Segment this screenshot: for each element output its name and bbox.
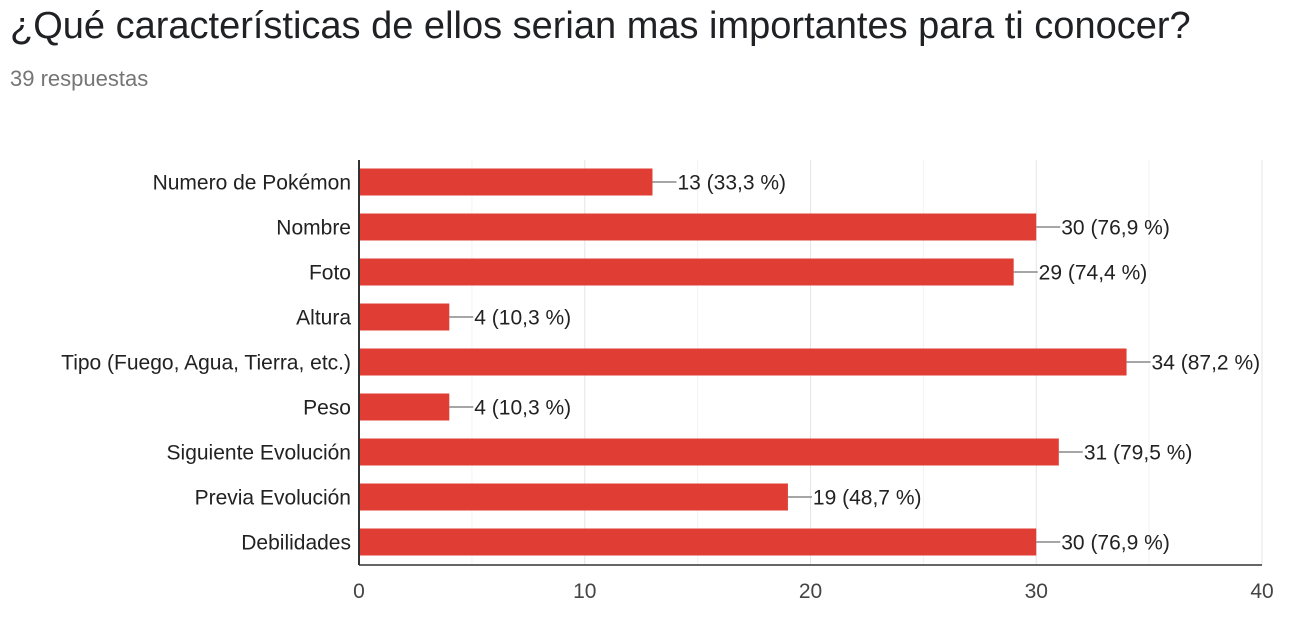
bar bbox=[359, 393, 450, 421]
axes: 0 10 20 30 40 bbox=[353, 160, 1274, 603]
value-label: 29 (74,4 %) bbox=[1039, 262, 1148, 285]
x-tick-label: 10 bbox=[573, 580, 596, 603]
category-label: Numero de Pokémon bbox=[153, 172, 351, 195]
bar bbox=[359, 483, 788, 511]
value-label: 4 (10,3 %) bbox=[474, 307, 571, 330]
category-label: Siguiente Evolución bbox=[167, 442, 351, 465]
bar bbox=[359, 438, 1059, 466]
x-tick-label: 30 bbox=[1025, 580, 1048, 603]
value-label: 34 (87,2 %) bbox=[1152, 352, 1261, 375]
value-label: 4 (10,3 %) bbox=[474, 397, 571, 420]
x-tick-label: 40 bbox=[1250, 580, 1273, 603]
bar bbox=[359, 258, 1014, 286]
chart-title: ¿Qué características de ellos serian mas… bbox=[10, 5, 1191, 47]
category-label: Peso bbox=[303, 397, 351, 420]
value-label: 30 (76,9 %) bbox=[1061, 532, 1170, 555]
bar bbox=[359, 303, 450, 331]
bar bbox=[359, 528, 1037, 556]
category-label: Tipo (Fuego, Agua, Tierra, etc.) bbox=[61, 352, 351, 375]
bars bbox=[359, 168, 1127, 556]
bar bbox=[359, 348, 1127, 376]
value-label: 31 (79,5 %) bbox=[1084, 442, 1193, 465]
category-label: Debilidades bbox=[241, 532, 351, 555]
category-label: Altura bbox=[296, 307, 351, 330]
x-tick-label: 20 bbox=[799, 580, 822, 603]
category-label: Previa Evolución bbox=[195, 487, 351, 510]
bar bbox=[359, 168, 653, 196]
category-label: Foto bbox=[309, 262, 351, 285]
value-label: 30 (76,9 %) bbox=[1061, 217, 1170, 240]
labels: Numero de Pokémon 13 (33,3 %) Nombre 30 (76… bbox=[61, 172, 1260, 555]
value-label: 13 (33,3 %) bbox=[677, 172, 786, 195]
value-label: 19 (48,7 %) bbox=[813, 487, 922, 510]
bar bbox=[359, 213, 1037, 241]
x-tick-label: 0 bbox=[353, 580, 365, 603]
response-count: 39 respuestas bbox=[10, 66, 149, 91]
category-label: Nombre bbox=[276, 217, 351, 240]
